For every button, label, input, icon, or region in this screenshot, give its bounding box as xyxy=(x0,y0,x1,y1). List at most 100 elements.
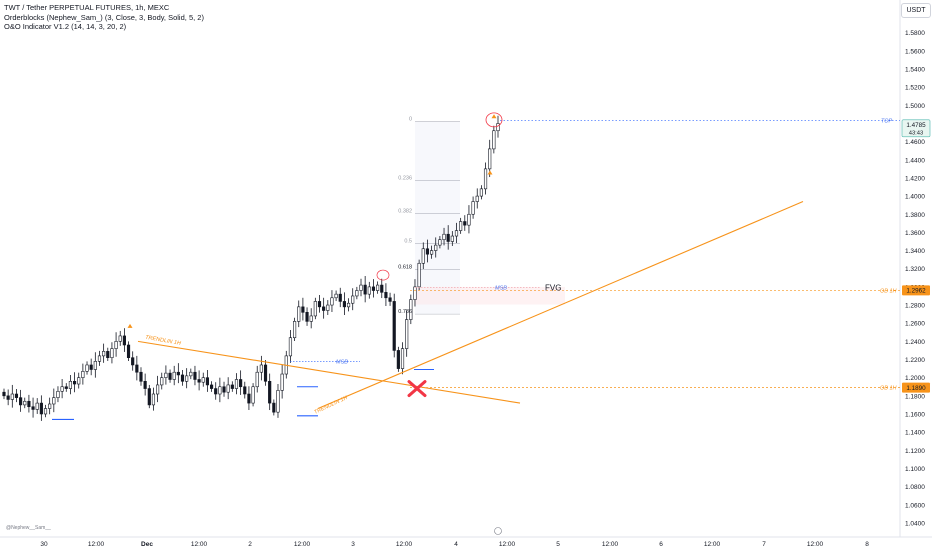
candle-body xyxy=(102,351,106,357)
currency-badge[interactable]: USDT xyxy=(901,3,931,18)
candle-body xyxy=(52,397,56,405)
candle-body xyxy=(205,377,209,386)
candle-body xyxy=(454,230,459,237)
candle-body xyxy=(68,381,73,389)
candle-body xyxy=(413,286,417,300)
swing-triangle xyxy=(487,170,493,175)
candle-body xyxy=(293,321,297,339)
legend-title[interactable]: TWT / Tether PERPETUAL FUTURES, 1h, MEXC xyxy=(4,3,170,12)
candle-body xyxy=(172,371,176,380)
candle-body xyxy=(197,379,201,383)
candle-body xyxy=(23,400,27,406)
y-tick-label: 1.4600 xyxy=(905,139,925,146)
y-tick-label: 1.0600 xyxy=(905,502,925,509)
countdown-label: 43:43 xyxy=(909,130,924,136)
candle-body xyxy=(313,301,317,317)
candle-body xyxy=(388,297,392,302)
candle-body xyxy=(496,123,500,132)
fvg-label: FVG xyxy=(545,283,561,292)
candle-body xyxy=(176,371,180,376)
fib-level-label: 0.236 xyxy=(398,176,412,182)
x-tick-label: 8 xyxy=(865,541,869,548)
candle-body xyxy=(405,319,409,349)
candle-body xyxy=(139,371,143,382)
y-tick-label: 1.3400 xyxy=(905,248,925,255)
candle-body xyxy=(355,290,359,297)
msb-label: MSB xyxy=(495,285,507,291)
x-tick-label: 3 xyxy=(351,541,355,548)
candle-body xyxy=(31,406,35,410)
candle-body xyxy=(492,130,496,150)
swing-triangle xyxy=(127,323,133,328)
candle-body xyxy=(330,297,334,306)
candle-body xyxy=(305,312,309,322)
candle-body xyxy=(214,388,218,395)
candle-body xyxy=(43,408,48,415)
top-label: TOP xyxy=(881,118,893,124)
candle-body xyxy=(143,381,147,389)
candle-body xyxy=(226,384,230,393)
fib-zone xyxy=(415,121,460,315)
x-tick-label: 12:00 xyxy=(191,541,208,548)
candle-body xyxy=(60,386,64,392)
candle-body xyxy=(122,335,126,346)
top-circle xyxy=(485,112,503,128)
candle-body xyxy=(309,315,313,322)
overlays-front xyxy=(52,112,900,420)
y-tick-label: 1.3800 xyxy=(905,212,925,219)
legend-indicator-orderblocks[interactable]: Orderblocks (Nephew_Sam_) (3, Close, 3, … xyxy=(4,12,204,22)
candle-body xyxy=(239,379,243,388)
x-tick-label: 12:00 xyxy=(602,541,619,548)
candle-body xyxy=(425,248,430,255)
candle-body xyxy=(2,391,6,397)
candle-body xyxy=(180,374,185,382)
candle-body xyxy=(297,306,301,322)
ob-label: OB 1H xyxy=(880,386,897,392)
x-tick-label: 12:00 xyxy=(704,541,721,548)
candle-body xyxy=(471,201,475,215)
x-tick-label: 12:00 xyxy=(396,541,413,548)
ob-price-badge-bg xyxy=(902,285,930,296)
candle-body xyxy=(89,364,93,370)
candle-body xyxy=(421,248,425,264)
fib-level-label: 0.5 xyxy=(404,238,412,244)
candle-body xyxy=(463,221,467,226)
x-tick-label: 30 xyxy=(40,541,48,548)
x-tick-label: 2 xyxy=(248,541,252,548)
candle-body xyxy=(326,304,330,311)
ob-price-badge: 1.1890 xyxy=(906,385,926,392)
candle-body xyxy=(363,284,367,295)
candle-body xyxy=(147,388,151,406)
candle-body xyxy=(81,371,85,378)
x-tick-label: 12:00 xyxy=(499,541,516,548)
candle-body xyxy=(317,301,322,308)
candle-body xyxy=(247,393,251,404)
ob-price-badge-bg xyxy=(902,382,930,393)
candle-body xyxy=(131,357,135,366)
candle-body xyxy=(27,400,31,408)
candle-body xyxy=(359,284,363,291)
trendline-down xyxy=(137,340,521,404)
y-tick-label: 1.5400 xyxy=(905,67,925,74)
y-tick-label: 1.5600 xyxy=(905,48,925,55)
ob-price-badge: 1.2962 xyxy=(906,288,926,295)
candle-body xyxy=(114,341,118,349)
candle-body xyxy=(160,377,164,386)
candle-body xyxy=(280,373,284,391)
fib-level-label: 0.786 xyxy=(398,309,412,315)
overlays-back xyxy=(415,121,565,315)
candle-body xyxy=(201,377,205,383)
candle-body xyxy=(334,293,338,299)
candle-body xyxy=(322,306,326,311)
candle-body xyxy=(64,386,68,389)
legend-indicator-oo[interactable]: O&O Indicator V1.2 (14, 14, 3, 20, 2) xyxy=(4,22,127,31)
y-tick-label: 1.2000 xyxy=(905,375,925,382)
candle-body xyxy=(56,390,60,398)
msb-label: MSB xyxy=(336,359,348,365)
fib-level-label: 0.618 xyxy=(398,265,412,271)
candle-body xyxy=(459,221,463,231)
fib-level-label: 0.382 xyxy=(398,208,412,214)
